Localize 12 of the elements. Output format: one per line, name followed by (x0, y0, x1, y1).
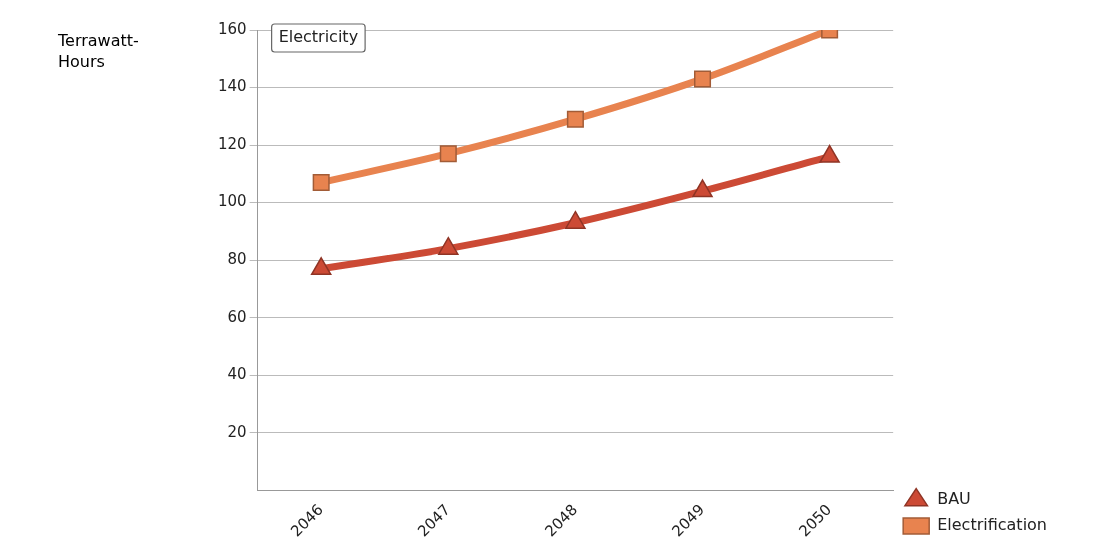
y-tick-label: 140 (217, 77, 247, 96)
legend-label: BAU (937, 489, 971, 509)
y-tick-label: 100 (217, 192, 247, 211)
legend-label: Electrification (937, 515, 1048, 535)
y-axis-title: Terrawatt-Hours (58, 30, 140, 72)
y-tick-label: 60 (227, 307, 247, 326)
y-tick-label: 40 (227, 365, 247, 384)
chart-title: Electricity (278, 27, 359, 47)
y-tick-label: 120 (217, 134, 247, 153)
y-tick-label: 80 (227, 250, 247, 269)
y-tick-label: 160 (217, 19, 247, 38)
y-tick-label: 20 (227, 422, 247, 441)
